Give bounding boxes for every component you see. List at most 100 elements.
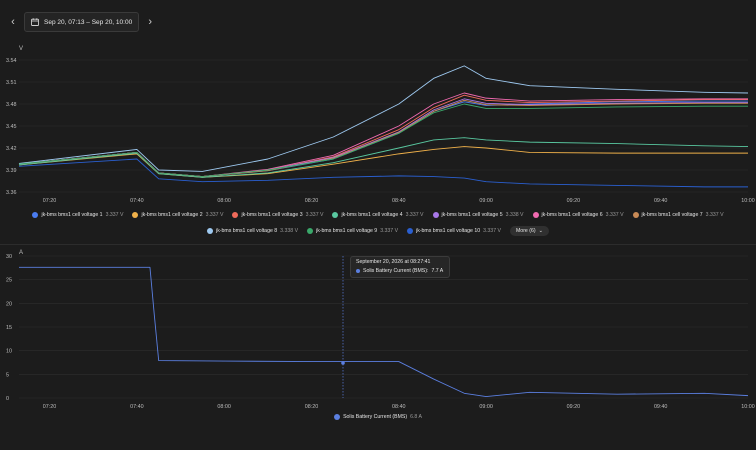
current-unit-label: A bbox=[19, 250, 23, 256]
voltage-series-line-8 bbox=[18, 65, 749, 172]
voltage-x-tick-label: 08:20 bbox=[305, 198, 319, 204]
legend-label: jk-bms bms1 cell voltage 4 bbox=[341, 212, 403, 218]
voltage-legend-item[interactable]: jk-bms bms1 cell voltage 8 3.338 V bbox=[207, 228, 298, 234]
current-x-tick-label: 08:40 bbox=[392, 404, 406, 410]
voltage-x-tick-label: 10:00 bbox=[741, 198, 755, 204]
legend-value: 3.337 V bbox=[605, 212, 624, 218]
legend-value: 3.337 V bbox=[105, 212, 124, 218]
voltage-series-line-6 bbox=[18, 92, 748, 178]
legend-label: jk-bms bms1 cell voltage 10 bbox=[416, 228, 481, 234]
legend-dot-icon bbox=[532, 212, 539, 218]
voltage-x-tick-label: 09:20 bbox=[567, 198, 581, 204]
voltage-y-tick-label: 3.54 bbox=[6, 58, 17, 64]
legend-dot-icon bbox=[307, 228, 314, 234]
date-range-picker[interactable]: Sep 20, 07:13 – Sep 20, 10:00 bbox=[24, 12, 140, 32]
voltage-y-tick-label: 3.48 bbox=[6, 102, 17, 108]
chevron-right-icon[interactable]: › bbox=[148, 16, 153, 28]
voltage-series-line-4 bbox=[18, 137, 749, 178]
voltage-x-tick-label: 07:20 bbox=[43, 198, 57, 204]
voltage-legend-item[interactable]: jk-bms bms1 cell voltage 6 3.337 V bbox=[532, 212, 624, 218]
current-series-line-1 bbox=[19, 266, 749, 398]
voltage-legend-item[interactable]: jk-bms bms1 cell voltage 4 3.337 V bbox=[332, 212, 424, 218]
legend-value: 3.338 V bbox=[280, 228, 299, 234]
legend-dot-icon bbox=[132, 212, 139, 218]
tooltip-row: Solis Battery Current (BMS): 7.7 A bbox=[356, 268, 444, 274]
calendar-icon bbox=[31, 18, 39, 26]
legend-dot-icon bbox=[632, 212, 639, 218]
voltage-series-line-9 bbox=[18, 103, 748, 178]
date-toolbar: ‹ Sep 20, 07:13 – Sep 20, 10:00 › bbox=[6, 12, 157, 32]
legend-dot-icon bbox=[332, 212, 339, 218]
legend-dot-icon bbox=[407, 228, 414, 234]
chart-divider bbox=[0, 244, 756, 245]
voltage-legend-item[interactable]: jk-bms bms1 cell voltage 7 3.337 V bbox=[632, 212, 724, 218]
current-x-tick-label: 07:40 bbox=[130, 404, 144, 410]
legend-value: 3.337 V bbox=[305, 212, 324, 218]
voltage-y-tick-label: 3.45 bbox=[6, 124, 17, 130]
legend-dot-icon bbox=[207, 228, 214, 234]
voltage-x-tick-label: 09:00 bbox=[479, 198, 493, 204]
voltage-series-line-10 bbox=[18, 158, 748, 188]
legend-dot-icon bbox=[232, 212, 239, 218]
current-x-tick-label: 08:00 bbox=[217, 404, 231, 410]
voltage-y-tick-label: 3.39 bbox=[6, 168, 17, 174]
voltage-legend-item[interactable]: jk-bms bms1 cell voltage 3 3.337 V bbox=[232, 212, 323, 218]
legend-dot-icon bbox=[432, 212, 439, 218]
legend-value: 3.337 V bbox=[405, 212, 424, 218]
voltage-legend-item[interactable]: jk-bms bms1 cell voltage 5 3.338 V bbox=[432, 212, 524, 218]
voltage-unit-label: V bbox=[19, 46, 23, 52]
legend-label: jk-bms bms1 cell voltage 6 bbox=[541, 212, 603, 218]
tooltip-value: 7.7 A bbox=[431, 268, 444, 274]
voltage-y-tick-label: 3.51 bbox=[6, 80, 17, 86]
current-y-tick-label: 5 bbox=[6, 372, 9, 378]
voltage-legend-item[interactable]: jk-bms bms1 cell voltage 2 3.337 V bbox=[132, 212, 223, 218]
legend-label: jk-bms bms1 cell voltage 3 bbox=[241, 212, 303, 218]
tooltip-series-dot bbox=[356, 269, 360, 273]
current-y-tick-label: 25 bbox=[6, 278, 12, 284]
current-y-tick-label: 30 bbox=[6, 254, 12, 260]
voltage-series-line-3 bbox=[18, 94, 748, 178]
voltage-series-line-5 bbox=[18, 98, 748, 178]
legend-dot-icon bbox=[334, 414, 341, 420]
legend-label: jk-bms bms1 cell voltage 7 bbox=[641, 212, 703, 218]
voltage-legend-item[interactable]: jk-bms bms1 cell voltage 9 3.337 V bbox=[307, 228, 398, 234]
legend-label: jk-bms bms1 cell voltage 2 bbox=[141, 212, 203, 218]
current-tooltip: September 20, 2026 at 08:27:41 Solis Bat… bbox=[350, 256, 450, 278]
voltage-chart[interactable]: V 3.36 3.39 3.42 3.45 3.48 3.51 3.54 07:20 07:4… bbox=[0, 40, 756, 210]
current-y-tick-label: 0 bbox=[6, 396, 9, 402]
current-x-tick-label: 07:20 bbox=[43, 404, 57, 410]
more-series-button[interactable]: More (6) ⌄ bbox=[509, 226, 549, 236]
current-chart[interactable]: A 0 5 10 15 20 25 30 07:20 07:40 08:00 08:20 08:40… bbox=[0, 246, 756, 412]
tooltip-series: Solis Battery Current (BMS): bbox=[363, 268, 429, 274]
legend-value: 3.337 V bbox=[380, 228, 399, 234]
current-legend-item[interactable]: Solis Battery Current (BMS) 6.8 A bbox=[334, 414, 422, 420]
legend-label: jk-bms bms1 cell voltage 5 bbox=[441, 212, 503, 218]
chevron-down-icon: ⌄ bbox=[538, 228, 543, 234]
date-range-text: Sep 20, 07:13 – Sep 20, 10:00 bbox=[44, 18, 133, 26]
voltage-x-tick-label: 08:00 bbox=[217, 198, 231, 204]
legend-value: 3.338 V bbox=[505, 212, 524, 218]
legend-value: 3.337 V bbox=[205, 212, 224, 218]
legend-label: jk-bms bms1 cell voltage 9 bbox=[316, 228, 378, 234]
chevron-left-icon[interactable]: ‹ bbox=[11, 16, 15, 28]
hover-point bbox=[341, 361, 345, 365]
legend-label: jk-bms bms1 cell voltage 8 bbox=[216, 228, 278, 234]
voltage-x-tick-label: 08:40 bbox=[392, 198, 406, 204]
legend-dot-icon bbox=[32, 212, 39, 218]
current-x-tick-label: 09:40 bbox=[654, 404, 668, 410]
legend-value: 3.337 V bbox=[483, 228, 501, 234]
current-legend: Solis Battery Current (BMS) 6.8 A bbox=[0, 414, 756, 420]
current-x-tick-label: 08:20 bbox=[305, 404, 319, 410]
legend-label: jk-bms bms1 cell voltage 1 bbox=[41, 212, 103, 218]
legend-value: 3.337 V bbox=[705, 212, 724, 218]
current-y-tick-label: 20 bbox=[6, 301, 12, 307]
current-x-tick-label: 09:00 bbox=[479, 404, 493, 410]
voltage-legend-item[interactable]: jk-bms bms1 cell voltage 10 3.337 V bbox=[407, 228, 501, 234]
current-y-tick-label: 15 bbox=[6, 325, 12, 331]
voltage-legend-item[interactable]: jk-bms bms1 cell voltage 1 3.337 V bbox=[32, 212, 123, 218]
voltage-x-tick-label: 07:40 bbox=[130, 198, 144, 204]
legend-value: 6.8 A bbox=[410, 414, 422, 420]
tooltip-time: September 20, 2026 at 08:27:41 bbox=[356, 259, 431, 265]
